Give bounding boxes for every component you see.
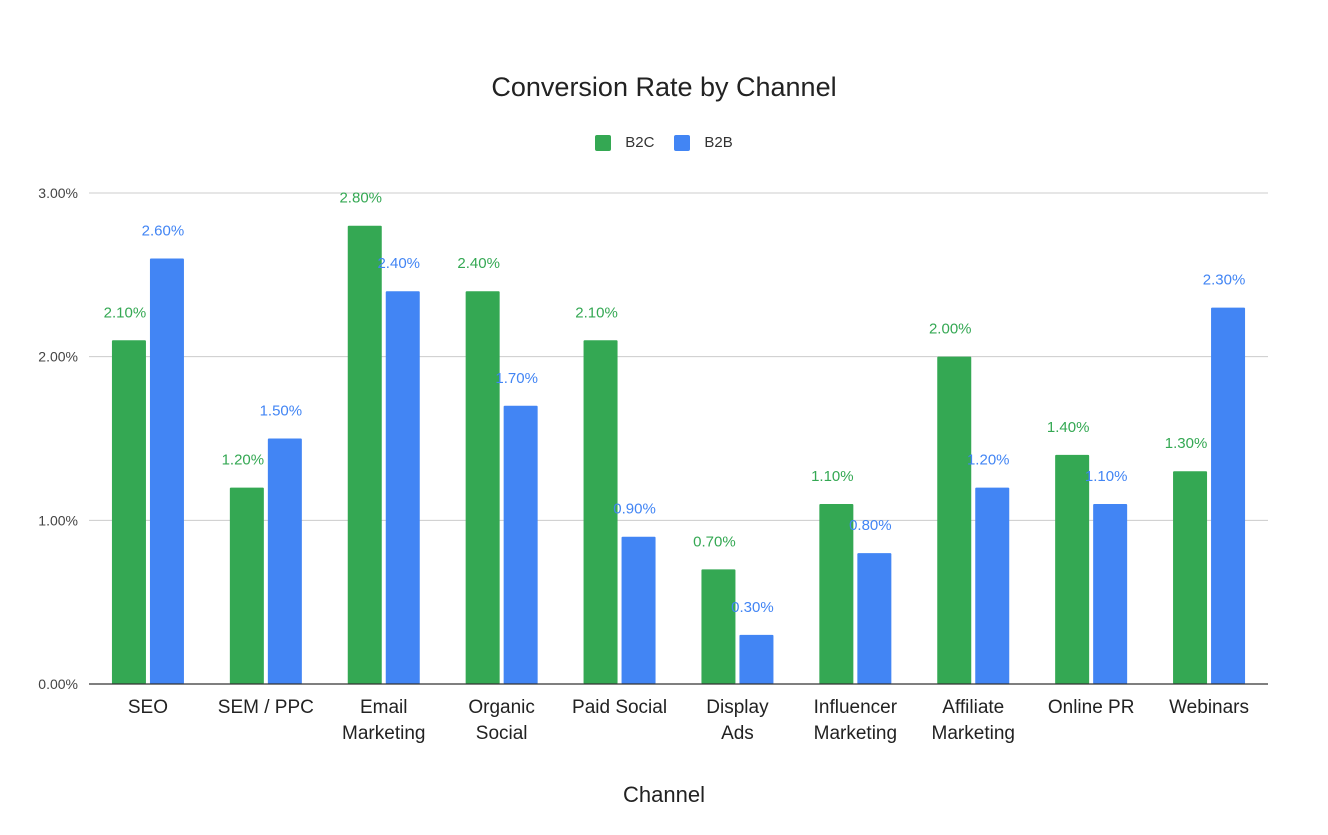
x-tick-label: SEM / PPC [218, 697, 314, 718]
data-label-b2b: 2.30% [1203, 272, 1246, 289]
bar-b2c [1173, 471, 1208, 684]
bar-b2b [267, 438, 302, 684]
bar-b2b [857, 553, 892, 684]
data-label-b2b: 0.80% [849, 517, 892, 534]
bar-b2b [1211, 307, 1246, 684]
y-tick-label: 3.00% [38, 185, 78, 201]
x-tick-label: Social [476, 723, 528, 744]
x-tick-label: Webinars [1169, 697, 1249, 718]
legend-swatch-b2c [595, 134, 612, 151]
data-label-b2c: 2.10% [575, 304, 618, 321]
x-tick-label: Email [360, 697, 408, 718]
legend-label-b2c: B2C [625, 134, 655, 151]
data-label-b2b: 1.20% [967, 452, 1010, 469]
data-label-b2b: 0.90% [613, 501, 656, 518]
x-tick-label: SEO [128, 697, 168, 718]
data-label-b2c: 2.80% [339, 190, 382, 207]
bar-b2b [149, 258, 184, 684]
x-tick-label: Display [706, 697, 769, 718]
y-tick-label: 1.00% [38, 512, 78, 528]
legend-item-b2b[interactable]: B2B [674, 134, 733, 151]
x-tick-label: Organic [468, 697, 535, 718]
data-label-b2b: 0.30% [731, 599, 774, 616]
y-tick-label: 2.00% [38, 349, 78, 365]
legend: B2C B2B [0, 134, 1328, 151]
data-label-b2b: 1.50% [260, 403, 303, 420]
bar-b2c [229, 487, 264, 684]
bar-b2c [583, 340, 618, 684]
bar-b2c [701, 569, 736, 684]
x-tick-label: Marketing [342, 723, 425, 744]
data-label-b2c: 2.40% [457, 255, 500, 272]
bar-b2b [739, 634, 774, 684]
bar-b2b [503, 405, 538, 684]
data-label-b2c: 2.10% [104, 304, 147, 321]
bar-b2c [937, 356, 972, 684]
bar-b2c [111, 340, 146, 684]
data-label-b2c: 1.10% [811, 468, 854, 485]
legend-item-b2c[interactable]: B2C [595, 134, 654, 151]
legend-swatch-b2b [674, 134, 691, 151]
data-label-b2b: 1.70% [495, 370, 538, 387]
data-label-b2c: 2.00% [929, 321, 972, 338]
bar-b2c [819, 503, 854, 684]
chart-title: Conversion Rate by Channel [491, 72, 837, 102]
data-label-b2c: 1.30% [1165, 435, 1208, 452]
bar-b2c [465, 291, 500, 684]
bar-b2b [1093, 503, 1128, 684]
x-tick-label: Influencer [814, 697, 898, 718]
bar-b2c [347, 225, 382, 684]
x-tick-label: Affiliate [942, 697, 1004, 718]
data-label-b2b: 1.10% [1085, 468, 1128, 485]
x-tick-label: Online PR [1048, 697, 1135, 718]
bar-b2b [975, 487, 1010, 684]
x-tick-label: Marketing [814, 723, 897, 744]
x-tick-label: Ads [721, 723, 754, 744]
x-tick-label: Paid Social [572, 697, 667, 718]
bar-b2b [385, 291, 420, 684]
x-axis-title: Channel [623, 782, 705, 807]
data-label-b2c: 1.40% [1047, 419, 1090, 436]
legend-label-b2b: B2B [704, 134, 733, 151]
data-label-b2b: 2.60% [142, 222, 185, 239]
bar-b2c [1055, 454, 1090, 684]
data-label-b2b: 2.40% [377, 255, 420, 272]
bar-b2b [621, 536, 656, 684]
x-tick-label: Marketing [932, 723, 1015, 744]
y-tick-label: 0.00% [38, 676, 78, 692]
data-label-b2c: 1.20% [222, 452, 265, 469]
data-label-b2c: 0.70% [693, 533, 736, 550]
